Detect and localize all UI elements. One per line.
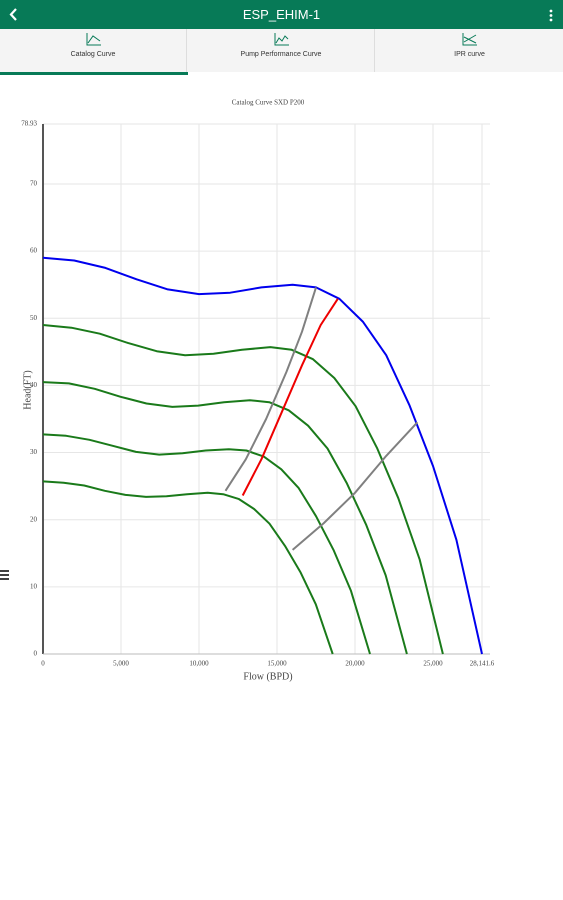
tab[interactable]: Pump Performance Curve — [188, 29, 375, 72]
y-tick-label: 30 — [30, 448, 38, 456]
x-tick-label: 25,000 — [423, 660, 443, 668]
x-tick-label: 0 — [41, 660, 45, 668]
x-tick-label: 15,000 — [267, 660, 287, 668]
y-axis-label: Head(FT) — [22, 370, 33, 409]
x-tick-label: 20,000 — [345, 660, 365, 668]
tab[interactable]: Catalog Curve — [0, 29, 187, 72]
y-tick-label: 10 — [30, 582, 38, 590]
y-tick-label: 50 — [30, 314, 38, 322]
tab-label: Pump Performance Curve — [240, 51, 322, 58]
x-tick-label: 10,000 — [189, 660, 209, 668]
line — [224, 287, 317, 492]
tab-bar: Catalog Curve Pump Performance Curve IPR… — [0, 29, 563, 72]
x-tick-label: 28,141.6 — [470, 660, 495, 668]
y-tick-label: 0 — [34, 650, 38, 658]
y-tick-label: 40 — [30, 381, 38, 389]
y-tick-label: 70 — [30, 180, 38, 188]
y-tick-label: 78.93 — [21, 120, 37, 128]
line — [42, 480, 334, 655]
app-bar: ESP_EHIM-1 — [0, 0, 563, 29]
tab-label: IPR curve — [454, 51, 485, 58]
line — [241, 298, 339, 496]
x-tick-label: 5,000 — [113, 660, 129, 668]
x-axis-label: Flow (BPD) — [243, 671, 292, 682]
tab-label: Catalog Curve — [70, 51, 116, 58]
chart: Catalog Curve SXD P200 Flow (BPD) Head(F… — [21, 99, 495, 683]
tab-indicator — [0, 72, 188, 75]
menu-button[interactable] — [546, 0, 556, 29]
back-button[interactable] — [4, 0, 24, 29]
line — [42, 256, 483, 655]
chart-title: Catalog Curve SXD P200 — [232, 99, 305, 107]
line — [42, 381, 408, 655]
line — [42, 324, 444, 655]
y-tick-label: 60 — [30, 247, 38, 255]
tab[interactable]: IPR curve — [376, 29, 563, 72]
drawer-handle[interactable] — [0, 569, 10, 581]
line — [42, 433, 371, 655]
app-title: ESP_EHIM-1 — [242, 7, 321, 22]
y-tick-label: 20 — [30, 515, 38, 523]
line — [291, 421, 419, 551]
